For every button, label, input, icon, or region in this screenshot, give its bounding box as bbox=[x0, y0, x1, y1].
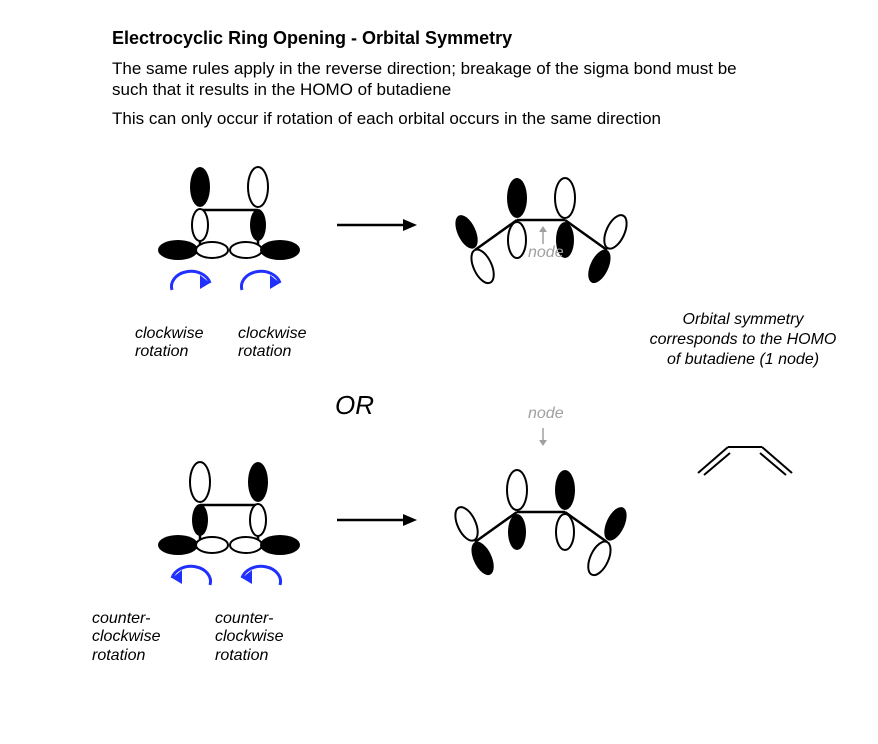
reaction-arrow-2 bbox=[335, 510, 420, 530]
intro-paragraph-1: The same rules apply in the reverse dire… bbox=[112, 58, 752, 101]
butadiene-skeleton-icon bbox=[690, 435, 800, 480]
clockwise-label-2: clockwise rotation bbox=[238, 325, 338, 362]
orbital-symmetry-note: Orbital symmetry corresponds to the HOMO… bbox=[648, 310, 838, 370]
page-title: Electrocyclic Ring Opening - Orbital Sym… bbox=[112, 28, 512, 49]
node-label-2: node bbox=[528, 405, 564, 423]
node-arrow-2 bbox=[536, 426, 550, 448]
reaction-arrow-1 bbox=[335, 215, 420, 235]
node-label-1: node bbox=[528, 244, 564, 262]
page-root: Electrocyclic Ring Opening - Orbital Sym… bbox=[0, 0, 878, 744]
or-label: OR bbox=[335, 390, 374, 421]
counterclockwise-label-1: counter-clockwise rotation bbox=[92, 610, 202, 665]
clockwise-label-1: clockwise rotation bbox=[135, 325, 235, 362]
intro-paragraph-2: This can only occur if rotation of each … bbox=[112, 108, 812, 129]
reactant-diagram-clockwise bbox=[150, 165, 310, 315]
product-diagram-2 bbox=[445, 462, 640, 582]
node-arrow-1 bbox=[536, 226, 550, 246]
reactant-diagram-counterclockwise bbox=[150, 460, 310, 610]
counterclockwise-label-2: counter-clockwise rotation bbox=[215, 610, 325, 665]
